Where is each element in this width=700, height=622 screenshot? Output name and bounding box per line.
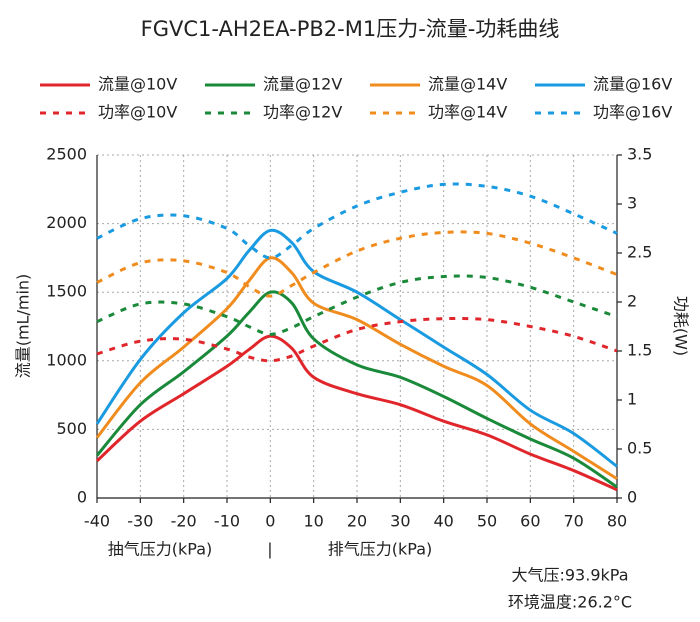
x-tick-label: -20 xyxy=(171,512,197,531)
y2-tick-label: 1.5 xyxy=(627,341,652,360)
y2-axis-title: 功耗(W) xyxy=(672,296,691,356)
series-line xyxy=(96,182,618,260)
y-tick-label: 1000 xyxy=(46,350,87,369)
x-tick-label: 50 xyxy=(477,512,497,531)
y2-tick-label: 3 xyxy=(627,194,637,213)
y-tick-label: 2500 xyxy=(46,145,87,164)
x-tick-label: -40 xyxy=(84,512,110,531)
legend-label: 流量@14V xyxy=(428,75,507,94)
y-tick-label: 500 xyxy=(56,419,87,438)
x-tick-label: 0 xyxy=(265,512,275,531)
legend-label: 功率@14V xyxy=(428,103,507,122)
legend-label: 功率@12V xyxy=(263,103,342,122)
y-tick-label: 1500 xyxy=(46,282,87,301)
series-line xyxy=(95,256,618,481)
legend-label: 流量@10V xyxy=(98,75,177,94)
x-axis-title-right: 排气压力(kPa) xyxy=(328,540,433,559)
legend-label: 功率@16V xyxy=(593,103,672,122)
x-axis-divider: | xyxy=(267,540,272,559)
legend-label: 流量@16V xyxy=(593,75,672,94)
series-line xyxy=(96,274,618,336)
annotation: 大气压:93.9kPa xyxy=(511,566,628,585)
y2-tick-label: 1 xyxy=(627,390,637,409)
y2-tick-label: 2.5 xyxy=(627,243,652,262)
y2-tick-label: 2 xyxy=(627,292,637,311)
series-line xyxy=(95,290,618,489)
series-line xyxy=(96,230,618,298)
x-axis-title-left: 抽气压力(kPa) xyxy=(108,540,213,559)
legend-label: 功率@10V xyxy=(98,103,177,122)
chart-title: FGVC1-AH2EA-PB2-M1压力-流量-功耗曲线 xyxy=(141,17,560,41)
y-axis-title: 流量(mL/min) xyxy=(14,274,33,379)
x-tick-label: 70 xyxy=(563,512,583,531)
y2-tick-label: 3.5 xyxy=(627,145,652,164)
legend-label: 流量@12V xyxy=(263,75,342,94)
y2-tick-label: 0.5 xyxy=(627,439,652,458)
y2-tick-label: 0 xyxy=(627,488,637,507)
x-tick-label: 40 xyxy=(433,512,453,531)
x-tick-label: 60 xyxy=(520,512,540,531)
x-tick-label: 20 xyxy=(347,512,367,531)
y-tick-label: 2000 xyxy=(46,213,87,232)
x-tick-label: 30 xyxy=(390,512,410,531)
x-tick-label: -30 xyxy=(127,512,153,531)
series-line xyxy=(95,334,618,492)
series-line xyxy=(96,316,618,363)
x-tick-label: 80 xyxy=(607,512,627,531)
x-tick-label: 10 xyxy=(303,512,323,531)
x-tick-label: -10 xyxy=(214,512,240,531)
y-tick-label: 0 xyxy=(77,488,87,507)
annotation: 环境温度:26.2°C xyxy=(508,593,632,612)
